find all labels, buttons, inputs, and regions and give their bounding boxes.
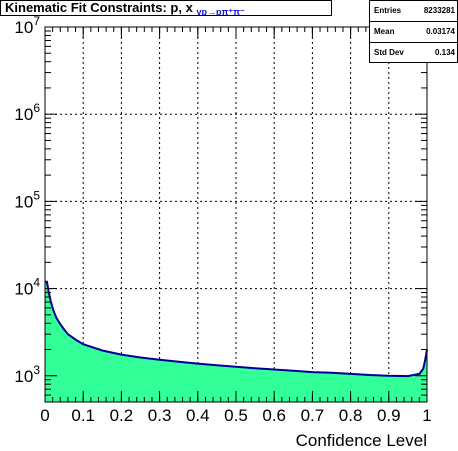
x-axis-title: Confidence Level (296, 431, 427, 450)
x-tick-labels: 0 0.1 0.2 0.3 0.4 0.5 0.6 0.7 0.8 0.9 1 (40, 406, 431, 425)
histogram-outline (45, 280, 428, 378)
stats-row-mean: Mean 0.03174 (370, 22, 457, 43)
stats-row-entries: Entries 8233281 (370, 1, 457, 22)
x-tick-label: 0 (40, 406, 49, 425)
x-tick-label: 0.8 (339, 406, 363, 425)
y-tick-label: 104 (14, 276, 40, 299)
stats-label: Mean (374, 27, 395, 36)
chart-title-main: Kinematic Fit Constraints: p, x (5, 0, 193, 15)
y-tick-label: 105 (14, 188, 40, 211)
x-tick-label: 0.1 (71, 406, 95, 425)
stats-value: 0.134 (434, 48, 455, 57)
y-tick-labels: 103 104 105 106 107 (14, 14, 40, 386)
y-tick-label: 106 (14, 101, 40, 124)
x-tick-label: 0.9 (377, 406, 401, 425)
chart-title: Kinematic Fit Constraints: p, x γp→pπ⁺π⁻ (0, 0, 332, 16)
x-tick-label: 1 (422, 406, 431, 425)
x-tick-label: 0.2 (110, 406, 134, 425)
stats-value: 8233281 (423, 6, 455, 15)
x-tick-label: 0.5 (224, 406, 248, 425)
histogram-fill (45, 281, 427, 402)
stats-label: Std Dev (374, 48, 404, 57)
axis-ticks (44, 26, 428, 403)
stats-row-stddev: Std Dev 0.134 (370, 43, 457, 63)
y-tick-label: 107 (14, 14, 40, 37)
x-tick-label: 0.7 (301, 406, 325, 425)
stats-value: 0.03174 (426, 27, 455, 36)
x-tick-label: 0.3 (148, 406, 172, 425)
stats-label: Entries (374, 6, 402, 15)
chart-title-subscript: γp→pπ⁺π⁻ (196, 7, 245, 16)
y-tick-label: 103 (14, 363, 40, 386)
x-tick-label: 0.4 (186, 406, 210, 425)
x-tick-label: 0.6 (262, 406, 286, 425)
stats-box: Entries 8233281 Mean 0.03174 Std Dev 0.1… (369, 0, 458, 63)
